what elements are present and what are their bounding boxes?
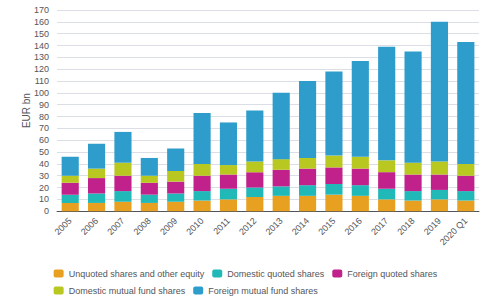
- svg-text:2016: 2016: [343, 216, 364, 237]
- svg-text:150: 150: [34, 29, 49, 39]
- svg-text:Foreign mutual fund shares: Foreign mutual fund shares: [208, 286, 318, 296]
- svg-text:2018: 2018: [395, 216, 416, 237]
- svg-text:2013: 2013: [264, 216, 285, 237]
- svg-text:2019: 2019: [422, 216, 443, 237]
- svg-text:2005: 2005: [53, 216, 74, 237]
- svg-text:Unquoted shares and other equi: Unquoted shares and other equity: [69, 269, 205, 279]
- svg-text:2007: 2007: [105, 216, 126, 237]
- svg-text:2012: 2012: [237, 216, 258, 237]
- svg-text:10: 10: [39, 194, 49, 204]
- svg-text:80: 80: [39, 112, 49, 122]
- svg-text:2015: 2015: [316, 216, 337, 237]
- svg-text:2017: 2017: [369, 216, 390, 237]
- svg-text:Domestic mutual fund shares: Domestic mutual fund shares: [69, 286, 186, 296]
- svg-text:120: 120: [34, 64, 49, 74]
- svg-text:100: 100: [34, 88, 49, 98]
- svg-text:0: 0: [44, 206, 49, 216]
- svg-text:2014: 2014: [290, 216, 311, 237]
- svg-text:2011: 2011: [211, 216, 232, 237]
- svg-text:2006: 2006: [79, 216, 100, 237]
- svg-text:160: 160: [34, 17, 49, 27]
- svg-text:90: 90: [39, 100, 49, 110]
- svg-text:2009: 2009: [158, 216, 179, 237]
- svg-text:Domestic quoted shares: Domestic quoted shares: [227, 269, 325, 279]
- svg-text:2020 Q1: 2020 Q1: [438, 216, 469, 247]
- svg-text:40: 40: [39, 159, 49, 169]
- svg-text:2010: 2010: [184, 216, 205, 237]
- svg-text:110: 110: [35, 76, 49, 86]
- svg-text:140: 140: [34, 41, 49, 51]
- svg-text:60: 60: [39, 135, 49, 145]
- svg-text:130: 130: [34, 52, 49, 62]
- svg-text:50: 50: [39, 147, 49, 157]
- svg-text:20: 20: [39, 183, 49, 193]
- svg-text:170: 170: [34, 5, 49, 15]
- svg-text:30: 30: [39, 171, 49, 181]
- svg-text:2008: 2008: [132, 216, 153, 237]
- svg-text:EUR bn: EUR bn: [21, 93, 32, 128]
- svg-text:70: 70: [39, 123, 49, 133]
- svg-text:Foreign quoted shares: Foreign quoted shares: [347, 269, 438, 279]
